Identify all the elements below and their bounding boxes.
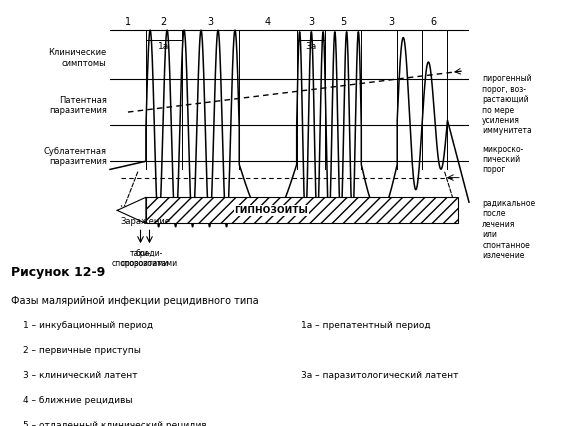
Text: пирогенный
порог, воз-
растающий
по мере
усиления
иммунитета: пирогенный порог, воз- растающий по мере… <box>482 75 532 135</box>
Text: 3: 3 <box>308 17 314 27</box>
Text: 3а – паразитологический латент: 3а – паразитологический латент <box>301 371 459 380</box>
Text: 4 – ближние рецидивы: 4 – ближние рецидивы <box>23 396 133 405</box>
Text: 3: 3 <box>389 17 395 27</box>
Text: 3 – клинический латент: 3 – клинический латент <box>23 371 137 380</box>
Text: Фазы малярийной инфекции рецидивного типа: Фазы малярийной инфекции рецидивного тип… <box>12 296 259 306</box>
Text: тахи-
спорозоитами: тахи- спорозоитами <box>112 249 169 268</box>
Text: 4: 4 <box>265 17 271 27</box>
Text: 5 – отдаленный клинический рецидив: 5 – отдаленный клинический рецидив <box>23 421 207 426</box>
Text: Патентная
паразитемия: Патентная паразитемия <box>49 96 107 115</box>
Text: ГИПНОЗОИТЫ: ГИПНОЗОИТЫ <box>234 206 309 215</box>
Text: Рисунок 12-9: Рисунок 12-9 <box>12 266 106 279</box>
Text: 3а: 3а <box>305 42 317 51</box>
Text: 2 – первичные приступы: 2 – первичные приступы <box>23 346 141 355</box>
Text: бради-
спорозоитами: бради- спорозоитами <box>121 249 178 268</box>
Text: 1а – препатентный период: 1а – препатентный период <box>301 321 430 330</box>
Text: Сублатентная
паразитемия: Сублатентная паразитемия <box>43 147 107 166</box>
Text: радикальное
после
лечения
или
спонтанное
излечение: радикальное после лечения или спонтанное… <box>482 199 536 260</box>
Text: 2: 2 <box>161 17 167 27</box>
Text: Клинические
симптомы: Клинические симптомы <box>49 48 107 68</box>
Text: 3: 3 <box>207 17 214 27</box>
Text: 6: 6 <box>430 17 436 27</box>
Bar <box>146 197 458 224</box>
Text: микроско-
пический
порог: микроско- пический порог <box>482 144 523 174</box>
Text: 1а: 1а <box>158 42 170 51</box>
Polygon shape <box>117 197 146 224</box>
Text: Заражение: Заражение <box>121 217 171 226</box>
Text: 1: 1 <box>125 17 131 27</box>
Text: 1 – инкубационный период: 1 – инкубационный период <box>23 321 153 330</box>
Text: 5: 5 <box>340 17 346 27</box>
